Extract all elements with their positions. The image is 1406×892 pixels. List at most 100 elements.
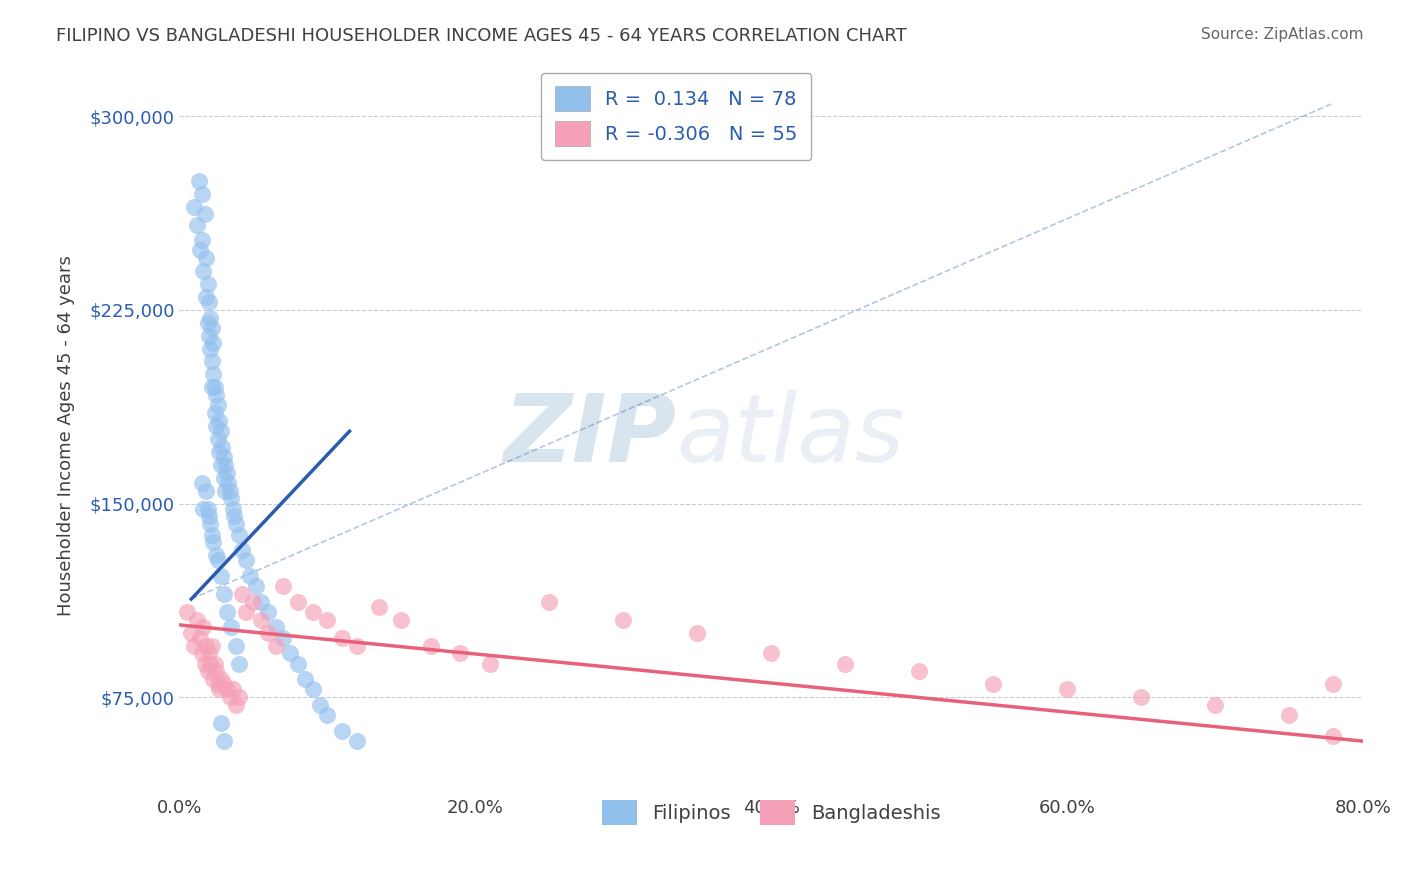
Point (188, 631, 211, 645)
Point (197, 665, 219, 679)
Y-axis label: Householder Income Ages 45 - 64 years: Householder Income Ages 45 - 64 years (58, 255, 75, 616)
Point (368, 599, 391, 614)
Point (201, 527, 224, 541)
Point (198, 646, 221, 660)
Point (235, 605, 257, 619)
Point (211, 440, 233, 454)
Point (1056, 682, 1078, 697)
Point (202, 535, 225, 549)
Point (215, 682, 238, 697)
Point (834, 657, 856, 671)
Point (346, 639, 368, 653)
Point (981, 677, 1004, 691)
Legend: Filipinos, Bangladeshis: Filipinos, Bangladeshis (592, 790, 950, 835)
Point (231, 587, 253, 601)
Point (908, 665, 931, 679)
Point (221, 501, 243, 516)
Point (316, 613, 339, 627)
Point (209, 424, 232, 438)
Point (208, 682, 231, 697)
Point (207, 553, 229, 567)
Point (200, 517, 222, 532)
Point (201, 639, 224, 653)
Point (249, 613, 271, 627)
Text: atlas: atlas (676, 390, 904, 482)
Point (1322, 729, 1344, 743)
Point (205, 388, 228, 402)
Point (212, 587, 235, 601)
Point (209, 458, 232, 472)
Point (207, 432, 229, 446)
Point (180, 625, 202, 640)
Point (759, 646, 782, 660)
Point (249, 595, 271, 609)
Point (294, 672, 316, 686)
Point (197, 277, 219, 291)
Point (449, 646, 471, 660)
Point (218, 690, 240, 705)
Point (202, 336, 225, 351)
Point (330, 723, 353, 738)
Point (242, 595, 264, 609)
Point (201, 321, 224, 335)
Point (245, 579, 267, 593)
Point (212, 450, 235, 464)
Point (197, 501, 219, 516)
Point (215, 466, 238, 480)
Point (190, 186, 212, 201)
Point (190, 646, 212, 660)
Point (301, 682, 323, 697)
Point (205, 665, 228, 679)
Point (257, 605, 280, 619)
Point (176, 605, 198, 619)
Point (186, 218, 208, 232)
Point (207, 677, 229, 691)
Point (479, 657, 502, 671)
Point (264, 639, 287, 653)
Point (198, 509, 221, 524)
Point (309, 698, 332, 712)
Point (205, 419, 228, 434)
Point (190, 233, 212, 247)
Point (190, 475, 212, 490)
Point (280, 646, 302, 660)
Point (201, 354, 224, 368)
Point (225, 517, 247, 532)
Point (346, 734, 368, 748)
Point (208, 414, 231, 428)
Point (228, 527, 250, 541)
Point (209, 569, 232, 583)
Point (200, 657, 222, 671)
Point (301, 605, 323, 619)
Point (198, 328, 221, 343)
Point (239, 569, 262, 583)
Point (271, 631, 294, 645)
Point (205, 548, 228, 562)
Point (191, 620, 214, 634)
Point (215, 605, 238, 619)
Point (193, 207, 215, 221)
Point (209, 716, 232, 731)
Point (228, 657, 250, 671)
Point (197, 316, 219, 330)
Point (204, 657, 226, 671)
Point (231, 543, 253, 558)
Point (219, 491, 242, 506)
Point (235, 553, 257, 567)
Point (186, 613, 208, 627)
Point (204, 380, 226, 394)
Point (257, 625, 280, 640)
Point (208, 445, 231, 459)
Point (207, 398, 229, 412)
Point (224, 509, 246, 524)
Point (218, 483, 240, 498)
Point (228, 690, 250, 705)
Point (191, 264, 214, 278)
Point (271, 579, 294, 593)
Text: FILIPINO VS BANGLADESHI HOUSEHOLDER INCOME AGES 45 - 64 YEARS CORRELATION CHART: FILIPINO VS BANGLADESHI HOUSEHOLDER INCO… (56, 27, 907, 45)
Point (209, 672, 232, 686)
Point (1129, 690, 1152, 705)
Point (183, 639, 205, 653)
Point (193, 657, 215, 671)
Point (316, 708, 339, 723)
